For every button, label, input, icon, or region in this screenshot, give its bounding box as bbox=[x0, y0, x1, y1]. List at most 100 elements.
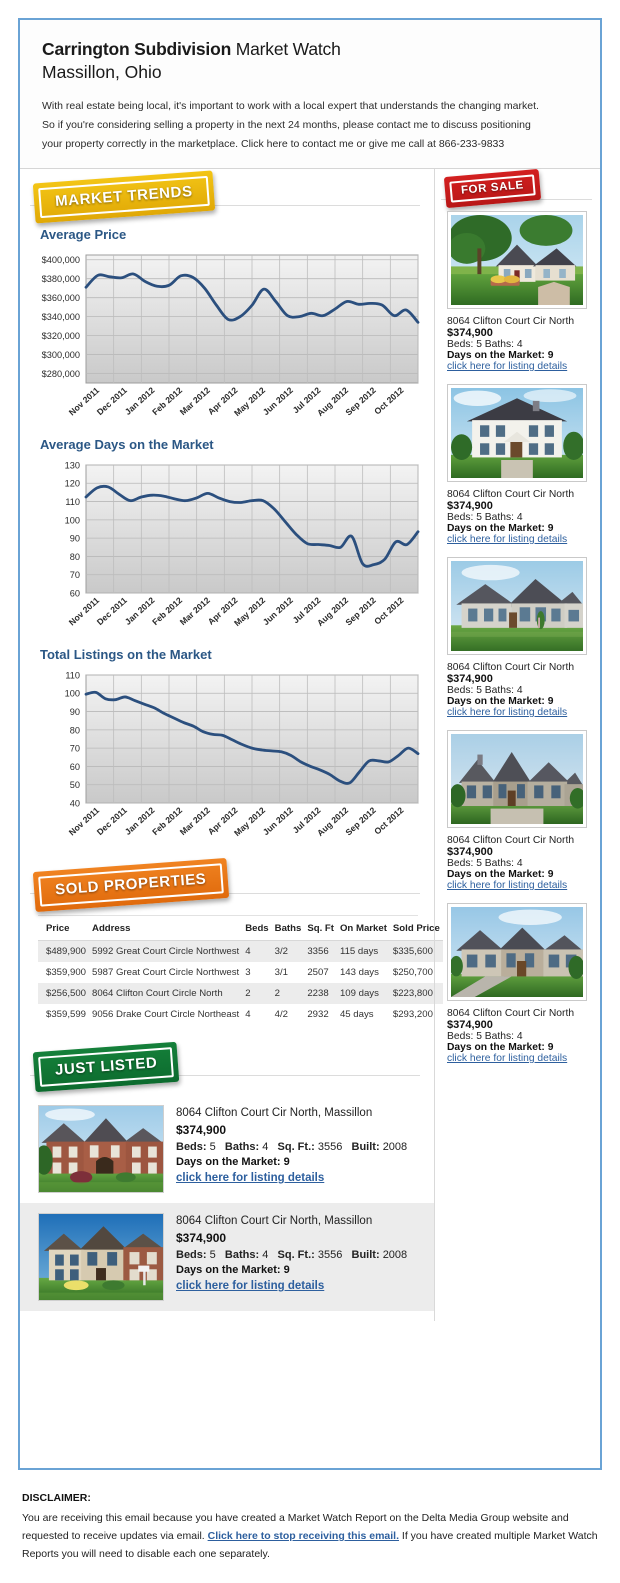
cell-address: 5992 Great Court Circle Northwest bbox=[89, 940, 243, 962]
chart-title: Average Price bbox=[40, 227, 127, 242]
chart-plot-area: 110 100 90 80 70 60 50 40 Nov 2011 Dec 2011 Jan 20… bbox=[38, 671, 420, 851]
chart-plot-area: $400,000 $380,000 $360,000 $340,000 $320,000… bbox=[38, 251, 420, 431]
beds-baths: Beds: 5 Baths: 4 bbox=[447, 858, 523, 869]
cell-sqft: 2507 bbox=[307, 967, 329, 978]
divider bbox=[30, 1075, 420, 1076]
days-on-market: Days on the Market: 9 bbox=[447, 869, 554, 880]
listing-details-link[interactable]: click here for listing details bbox=[447, 1053, 568, 1064]
property-photo[interactable] bbox=[38, 1213, 164, 1301]
for-sale-item[interactable]: 8064 Clifton Court Cir North $374,900 Beds… bbox=[435, 384, 600, 557]
svg-text:Oct 2012: Oct 2012 bbox=[372, 385, 405, 417]
listing-details-link[interactable]: click here for listing details bbox=[176, 1172, 325, 1184]
intro-line-3: your property correctly in the marketpla… bbox=[42, 138, 505, 150]
svg-text:Oct 2012: Oct 2012 bbox=[372, 805, 405, 837]
svg-text:130: 130 bbox=[65, 461, 80, 470]
disclaimer-part-2: If you have created multiple Market Watc… bbox=[22, 1530, 598, 1560]
cell-address: 8064 Clifton Court Circle North bbox=[89, 983, 243, 1004]
svg-text:60: 60 bbox=[70, 762, 80, 772]
for-sale-badge: FOR SALE bbox=[443, 168, 542, 209]
days-on-market: Days on the Market: 9 bbox=[176, 1156, 290, 1168]
svg-text:100: 100 bbox=[65, 515, 80, 525]
property-price: $374,900 bbox=[447, 1019, 493, 1031]
property-address: 8064 Clifton Court Cir North, Massillon bbox=[176, 1107, 373, 1119]
svg-text:Dec 2011: Dec 2011 bbox=[95, 595, 129, 627]
property-photo[interactable] bbox=[447, 557, 587, 655]
col-header-beds: Beds bbox=[242, 916, 272, 941]
market-trends-badge-label: MARKET TRENDS bbox=[54, 182, 194, 211]
property-info: 8064 Clifton Court Cir North $374,900 Beds… bbox=[447, 489, 588, 545]
listing-details-link[interactable]: click here for listing details bbox=[447, 361, 568, 372]
cell-baths: 3/2 bbox=[271, 940, 305, 962]
cell-beds: 3 bbox=[245, 967, 251, 978]
for-sale-item[interactable]: 8064 Clifton Court Cir North $374,900 Beds… bbox=[435, 903, 600, 1076]
intro-line-2: So if you're considering selling a prope… bbox=[42, 119, 531, 131]
svg-text:90: 90 bbox=[70, 707, 80, 717]
property-price: $374,900 bbox=[447, 500, 493, 512]
cell-on-market: 109 days bbox=[336, 983, 390, 1004]
days-on-market: Days on the Market: 9 bbox=[447, 696, 554, 707]
beds-baths: Beds: 5 Baths: 4 bbox=[447, 1031, 523, 1042]
svg-text:$340,000: $340,000 bbox=[42, 312, 80, 322]
property-photo[interactable] bbox=[447, 211, 587, 309]
just-listed-item[interactable]: 8064 Clifton Court Cir North, Massillon $… bbox=[20, 1095, 434, 1203]
property-photo[interactable] bbox=[38, 1105, 164, 1193]
svg-text:Mar 2012: Mar 2012 bbox=[178, 595, 212, 627]
property-address: 8064 Clifton Court Cir North bbox=[447, 662, 575, 673]
property-specs: Beds: 5 Baths: 4 Sq. Ft.: 3556 Built: 20… bbox=[176, 1141, 408, 1153]
property-photo[interactable] bbox=[447, 903, 587, 1001]
average-price-line-chart: $400,000 $380,000 $360,000 $340,000 $320,000… bbox=[42, 254, 420, 418]
days-on-market: Days on the Market: 9 bbox=[176, 1264, 290, 1276]
photo-inner bbox=[451, 907, 583, 997]
market-trends-badge: MARKET TRENDS bbox=[32, 170, 216, 224]
cell-price: $359,599 bbox=[46, 1009, 87, 1020]
just-listed-badge: JUST LISTED bbox=[32, 1041, 180, 1093]
disclaimer-text: You are receiving this email because you… bbox=[22, 1509, 598, 1563]
just-listed-item[interactable]: 8064 Clifton Court Cir North, Massillon $… bbox=[20, 1203, 434, 1311]
divider bbox=[30, 205, 420, 206]
for-sale-item[interactable]: 8064 Clifton Court Cir North $374,900 Beds… bbox=[435, 730, 600, 903]
sold-properties-table-wrap: Price Address Beds Baths Sq. Ft On Marke… bbox=[38, 915, 443, 1025]
days-on-market: Days on the Market: 9 bbox=[447, 350, 554, 361]
svg-text:80: 80 bbox=[70, 552, 80, 562]
svg-text:50: 50 bbox=[70, 780, 80, 790]
svg-text:Oct 2012: Oct 2012 bbox=[372, 595, 405, 627]
disclaimer-block: DISCLAIMER: You are receiving this email… bbox=[22, 1492, 598, 1563]
left-column: MARKET TRENDS Average Price $400,000 $380… bbox=[20, 169, 443, 1321]
cell-sqft: 2932 bbox=[307, 1009, 329, 1020]
svg-text:Mar 2012: Mar 2012 bbox=[178, 805, 212, 837]
sold-properties-badge-label: SOLD PROPERTIES bbox=[54, 870, 207, 899]
for-sale-item[interactable]: 8064 Clifton Court Cir North $374,900 Beds… bbox=[435, 211, 600, 384]
listing-details-link[interactable]: click here for listing details bbox=[176, 1280, 325, 1292]
page-title-subdivision: Carrington Subdivision bbox=[42, 39, 232, 59]
property-address: 8064 Clifton Court Cir North bbox=[447, 316, 575, 327]
days-on-market: Days on the Market: 9 bbox=[447, 523, 554, 534]
svg-text:$400,000: $400,000 bbox=[42, 255, 80, 265]
for-sale-item[interactable]: 8064 Clifton Court Cir North $374,900 Beds… bbox=[435, 557, 600, 730]
property-info: 8064 Clifton Court Cir North, Massillon $… bbox=[176, 1105, 407, 1184]
table-row: $359,599 9056 Drake Court Circle Northeas… bbox=[38, 1004, 443, 1025]
listing-details-link[interactable]: click here for listing details bbox=[447, 880, 568, 891]
svg-text:Sep 2012: Sep 2012 bbox=[343, 385, 378, 418]
page-title-suffix: Market Watch bbox=[231, 39, 341, 59]
cell-baths: 4/2 bbox=[274, 1009, 288, 1020]
svg-text:70: 70 bbox=[70, 744, 80, 754]
svg-text:Dec 2011: Dec 2011 bbox=[95, 385, 129, 417]
cell-sold-price: $293,200 bbox=[392, 1009, 433, 1020]
svg-text:70: 70 bbox=[70, 570, 80, 580]
cell-beds: 4 bbox=[245, 1009, 251, 1020]
beds-baths: Beds: 5 Baths: 4 bbox=[447, 512, 523, 523]
report-body: MARKET TRENDS Average Price $400,000 $380… bbox=[20, 168, 600, 1321]
property-photo[interactable] bbox=[447, 384, 587, 482]
listing-details-link[interactable]: click here for listing details bbox=[447, 707, 568, 718]
listing-details-link[interactable]: click here for listing details bbox=[447, 534, 568, 545]
svg-text:$300,000: $300,000 bbox=[42, 350, 80, 360]
unsubscribe-link[interactable]: Click here to stop receiving this email. bbox=[207, 1530, 400, 1542]
intro-paragraph: With real estate being local, it's impor… bbox=[42, 97, 578, 154]
cell-sqft: 3356 bbox=[304, 940, 337, 962]
svg-text:90: 90 bbox=[70, 534, 80, 544]
property-photo[interactable] bbox=[447, 730, 587, 828]
cell-on-market: 45 days bbox=[339, 1009, 374, 1020]
svg-text:Jun 2012: Jun 2012 bbox=[261, 595, 295, 627]
